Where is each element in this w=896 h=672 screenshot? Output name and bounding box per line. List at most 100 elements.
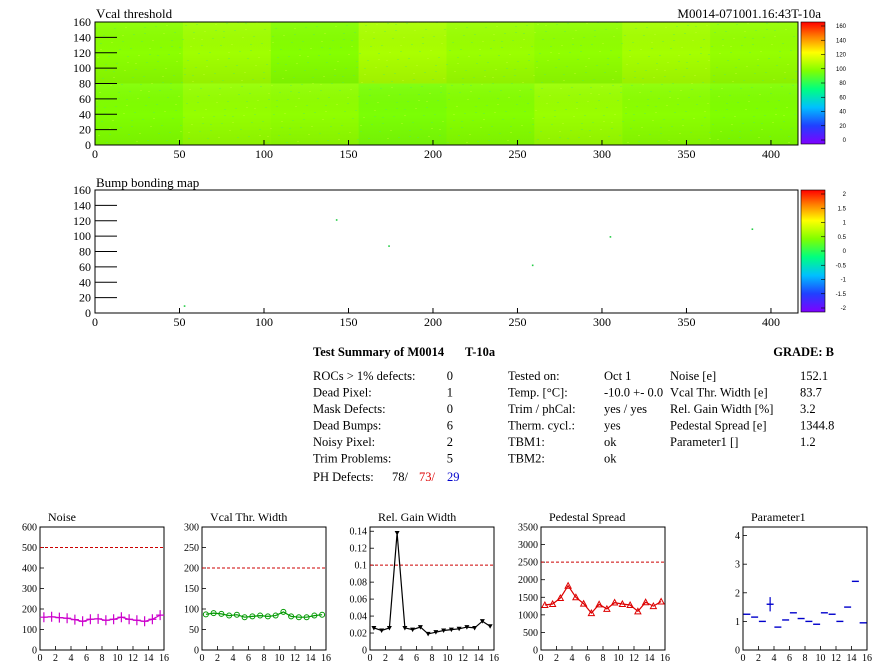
colorbar-tick-label: 2 bbox=[843, 192, 847, 198]
pixel-noise bbox=[160, 47, 162, 48]
pixel-noise bbox=[669, 97, 671, 98]
pixel-noise bbox=[529, 132, 531, 133]
pixel-noise bbox=[363, 117, 365, 118]
pixel-noise bbox=[235, 108, 237, 109]
pixel-noise bbox=[510, 126, 512, 127]
pixel-noise bbox=[515, 26, 517, 27]
pixel-noise bbox=[647, 99, 649, 100]
x-tick-label: 4 bbox=[399, 653, 404, 664]
pixel-noise bbox=[257, 100, 259, 101]
pixel-noise bbox=[647, 105, 649, 106]
pixel-noise bbox=[330, 126, 332, 127]
pixel-noise bbox=[794, 114, 796, 115]
dead-bump-point bbox=[609, 236, 612, 238]
pixel-noise bbox=[159, 90, 161, 91]
pixel-noise bbox=[394, 73, 396, 74]
pixel-noise bbox=[494, 112, 496, 113]
pixel-noise bbox=[153, 112, 155, 113]
pixel-noise bbox=[413, 73, 415, 74]
pixel-noise bbox=[677, 98, 679, 99]
pixel-noise bbox=[272, 42, 274, 43]
pixel-noise bbox=[157, 55, 159, 56]
pixel-noise bbox=[623, 78, 625, 79]
pixel-noise bbox=[491, 126, 493, 127]
pixel-noise bbox=[270, 128, 272, 129]
data-point bbox=[210, 610, 217, 617]
pixel-noise bbox=[774, 36, 776, 37]
pixel-noise bbox=[288, 56, 290, 57]
pixel-noise bbox=[691, 83, 693, 84]
data-point bbox=[319, 611, 326, 618]
heatmap-cells bbox=[95, 22, 799, 146]
colorbar-tick-label: -0.5 bbox=[836, 263, 847, 269]
pixel-noise bbox=[456, 106, 458, 107]
pixel-noise bbox=[115, 106, 117, 107]
pixel-noise bbox=[473, 77, 475, 78]
pixel-noise bbox=[612, 85, 614, 86]
pixel-noise bbox=[407, 101, 409, 102]
pixel-noise bbox=[189, 89, 191, 90]
pixel-noise bbox=[357, 139, 359, 140]
pixel-noise bbox=[496, 26, 498, 27]
pixel-noise bbox=[246, 107, 248, 108]
pixel-noise bbox=[687, 25, 689, 26]
pixel-noise bbox=[304, 70, 306, 71]
pixel-noise bbox=[612, 79, 614, 80]
x-tick-label: 12 bbox=[128, 653, 138, 664]
x-tick-label: 8 bbox=[803, 653, 808, 664]
dead-bump-point bbox=[751, 228, 754, 231]
dead-bump-point bbox=[531, 264, 534, 267]
pixel-noise bbox=[718, 96, 720, 97]
pixel-noise bbox=[568, 95, 570, 96]
bump-map-x-axis: 0 50 100 150 200 250 300 350 400 bbox=[92, 308, 780, 329]
data-point bbox=[101, 615, 110, 626]
x-tick-label: 12 bbox=[290, 653, 300, 664]
pixel-noise bbox=[331, 83, 333, 84]
x-tick-label: 4 bbox=[231, 653, 236, 664]
pixel-noise bbox=[350, 89, 352, 90]
small-chart-frame bbox=[742, 526, 868, 651]
pixel-noise bbox=[611, 128, 613, 129]
pixel-noise bbox=[671, 126, 673, 127]
pixel-noise bbox=[710, 89, 712, 90]
data-point bbox=[487, 624, 493, 629]
pixel-noise bbox=[690, 132, 692, 133]
pixel-noise bbox=[109, 128, 111, 129]
pixel-noise bbox=[689, 54, 691, 55]
pixel-noise bbox=[371, 124, 373, 125]
parameter-label: Noise [e] bbox=[670, 369, 716, 383]
data-point bbox=[303, 614, 310, 621]
y-tick-label: 0.14 bbox=[350, 527, 368, 538]
pixel-noise bbox=[255, 65, 257, 66]
pixel-noise bbox=[500, 90, 502, 91]
pixel-noise bbox=[104, 107, 106, 108]
pixel-noise bbox=[237, 137, 239, 138]
pixel-noise bbox=[318, 55, 320, 56]
roc-cell-shade bbox=[534, 22, 623, 84]
pixel-noise bbox=[285, 64, 287, 65]
pixel-noise bbox=[590, 93, 592, 94]
pixel-noise bbox=[188, 138, 190, 139]
x-tick-label: 10 bbox=[614, 653, 624, 664]
pixel-noise bbox=[708, 60, 710, 61]
pixel-noise bbox=[442, 121, 444, 122]
pixel-noise bbox=[191, 124, 193, 125]
pixel-noise bbox=[543, 117, 545, 118]
defect-value: 0 bbox=[447, 402, 453, 416]
pixel-noise bbox=[483, 119, 485, 120]
pixel-noise bbox=[317, 98, 319, 99]
pixel-noise bbox=[458, 135, 460, 136]
pixel-noise bbox=[200, 88, 202, 89]
pixel-noise bbox=[749, 52, 751, 53]
pixel-noise bbox=[518, 139, 520, 140]
pixel-noise bbox=[289, 134, 291, 135]
condition-value: -10.0 +- 0.0 bbox=[604, 386, 663, 400]
pixel-noise bbox=[730, 52, 732, 53]
pixel-noise bbox=[753, 116, 755, 117]
pixel-noise bbox=[676, 26, 678, 27]
pixel-noise bbox=[579, 94, 581, 95]
pixel-noise bbox=[680, 90, 682, 91]
y-tick-label: 3500 bbox=[518, 523, 538, 534]
pixel-noise bbox=[162, 76, 164, 77]
x-tick-label: 14 bbox=[645, 653, 655, 664]
